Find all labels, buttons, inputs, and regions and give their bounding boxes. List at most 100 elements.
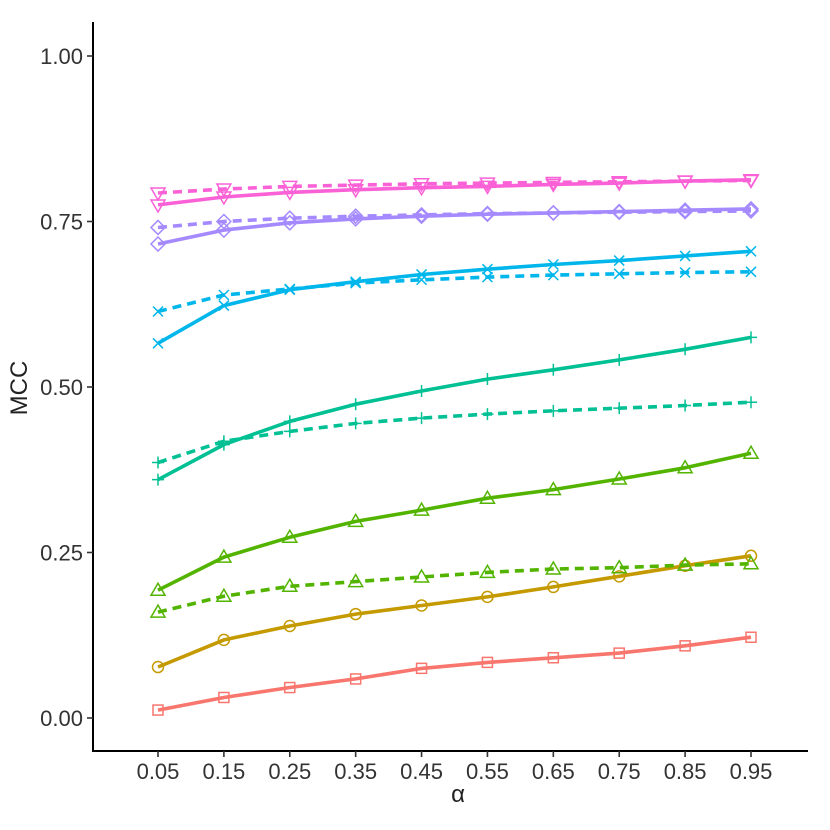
data-point [284, 283, 296, 295]
data-point [215, 213, 232, 230]
data-point [679, 266, 691, 279]
data-point [281, 528, 299, 544]
data-point [545, 481, 562, 496]
x-tick-label: 0.65 [532, 759, 575, 784]
series-line [157, 270, 752, 314]
data-point [152, 704, 164, 716]
data-point [547, 269, 559, 281]
series-1 [152, 631, 757, 716]
data-point [676, 556, 694, 571]
data-point [481, 408, 494, 421]
data-point [217, 633, 231, 647]
data-point [152, 473, 164, 486]
data-point [679, 399, 692, 412]
y-tick-label: 0.75 [40, 210, 83, 235]
data-point [744, 549, 758, 563]
data-point [610, 470, 628, 485]
y-tick-label: 0.50 [40, 375, 83, 400]
data-point [349, 607, 362, 621]
series-7 [152, 245, 757, 349]
series-line [157, 178, 752, 195]
series-8 [152, 266, 757, 318]
data-point [347, 208, 364, 225]
data-point [545, 176, 562, 191]
y-axis-title: MCC [6, 361, 33, 416]
data-point [149, 235, 167, 253]
data-point [347, 179, 364, 194]
data-point [613, 268, 625, 280]
x-tick-label: 0.35 [334, 759, 377, 784]
data-point [742, 200, 760, 217]
data-point [479, 489, 496, 504]
data-point [479, 205, 496, 222]
data-point [545, 204, 562, 221]
data-point [218, 289, 230, 301]
x-ticks: 0.05 0.15 0.25 0.35 0.45 0.55 0.65 0.75 0.85 0.95 [137, 751, 773, 784]
data-point [613, 255, 625, 267]
data-point [349, 673, 362, 685]
series-5 [152, 331, 757, 486]
y-tick-label: 1.00 [40, 44, 83, 69]
data-point [347, 573, 364, 588]
data-point [613, 353, 626, 366]
data-point [545, 560, 562, 575]
data-point [217, 435, 230, 448]
data-point [745, 245, 757, 257]
y-tick-label: 0.25 [40, 541, 83, 566]
data-point [415, 599, 428, 612]
series-line [157, 562, 752, 614]
data-point [547, 258, 559, 271]
data-point [742, 174, 760, 189]
data-point [742, 555, 760, 570]
series-line [157, 207, 752, 246]
series-9 [149, 200, 760, 253]
x-tick-label: 0.55 [466, 759, 509, 784]
series-line [157, 635, 752, 712]
data-point [481, 590, 494, 604]
y-ticks: 0.00 0.25 0.50 0.75 1.00 [40, 44, 93, 731]
x-tick-label: 0.05 [137, 759, 180, 784]
data-point [283, 619, 297, 633]
data-point [481, 656, 494, 669]
x-tick-label: 0.95 [730, 759, 773, 784]
series-10 [149, 202, 760, 236]
series-2 [151, 549, 758, 674]
data-point [149, 219, 167, 236]
data-point [413, 568, 430, 583]
data-point [612, 570, 626, 583]
data-point [678, 559, 692, 572]
data-point [349, 398, 362, 411]
data-point [547, 404, 560, 417]
data-point [281, 180, 299, 195]
data-point [676, 175, 694, 190]
data-point [742, 202, 760, 219]
data-point [679, 250, 691, 262]
series-3 [149, 444, 760, 596]
data-point [149, 187, 167, 202]
data-point [215, 183, 233, 198]
series-line [157, 178, 752, 207]
data-point [416, 274, 428, 286]
data-point [742, 444, 760, 459]
data-point [413, 178, 430, 193]
data-point [613, 647, 625, 659]
data-point [679, 640, 691, 652]
data-point [415, 662, 428, 675]
data-point [677, 202, 694, 219]
data-point [610, 559, 628, 574]
data-point [547, 580, 560, 594]
data-point [281, 186, 299, 201]
data-point [415, 384, 428, 397]
data-point [479, 177, 496, 192]
series-12 [149, 174, 760, 202]
data-point [151, 660, 165, 674]
x-tick-label: 0.45 [400, 759, 443, 784]
series-line [157, 249, 752, 345]
data-point [545, 178, 562, 193]
data-point [416, 268, 428, 280]
x-tick-label: 0.75 [598, 759, 641, 784]
data-point [218, 300, 230, 312]
data-point [349, 417, 362, 430]
